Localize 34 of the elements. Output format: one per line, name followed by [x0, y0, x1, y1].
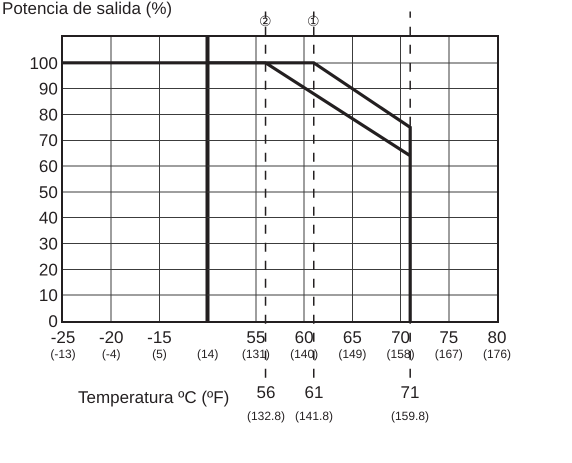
- x2-tick-label: (-4): [102, 347, 121, 361]
- y-tick-label: 60: [38, 157, 58, 176]
- y-tick-label: 0: [48, 312, 58, 331]
- x-tick-label: 60: [294, 328, 314, 348]
- x2-tick-label: (176): [482, 347, 512, 361]
- y-tick-label: 30: [38, 234, 58, 254]
- x-tick-label: -20: [98, 328, 124, 348]
- x-tick-label: 75: [439, 328, 458, 348]
- x2-tick-label: (167): [434, 347, 463, 361]
- x2-tick-label: (5): [152, 347, 167, 361]
- y-tick-label: 100: [29, 54, 58, 73]
- y-tick-label: 40: [38, 208, 58, 228]
- x-tick-label: -15: [147, 328, 172, 348]
- x2-tick-label: (149): [338, 347, 366, 361]
- x-tick-label: -25: [50, 328, 76, 348]
- y-tick-label: 20: [38, 260, 58, 280]
- text: ①: [307, 13, 320, 29]
- x-axis-title: Temperatura ºC (ºF): [78, 388, 230, 407]
- y-tick-label: 80: [38, 105, 58, 124]
- y-tick-label: 70: [38, 131, 58, 150]
- y-tick-label: 50: [38, 182, 58, 202]
- text: ②: [259, 13, 272, 29]
- ref-line-label: 56 (132.8): [247, 383, 286, 424]
- y-tick-label: 90: [38, 80, 58, 99]
- x-tick-label: 70: [391, 328, 410, 348]
- ref-line-label: 61 (141.8): [295, 383, 334, 424]
- x2-tick-label: (-13): [50, 347, 76, 361]
- chart-title: Potencia de salida (%): [2, 0, 172, 18]
- x-tick-label: 80: [488, 328, 506, 348]
- x2-tick-label: (14): [197, 347, 218, 361]
- ref-line-label: 71 (159.8): [391, 383, 430, 424]
- x-tick-label: 65: [342, 328, 362, 348]
- x-tick-label: 55: [246, 328, 266, 348]
- y-tick-label: 10: [38, 286, 58, 306]
